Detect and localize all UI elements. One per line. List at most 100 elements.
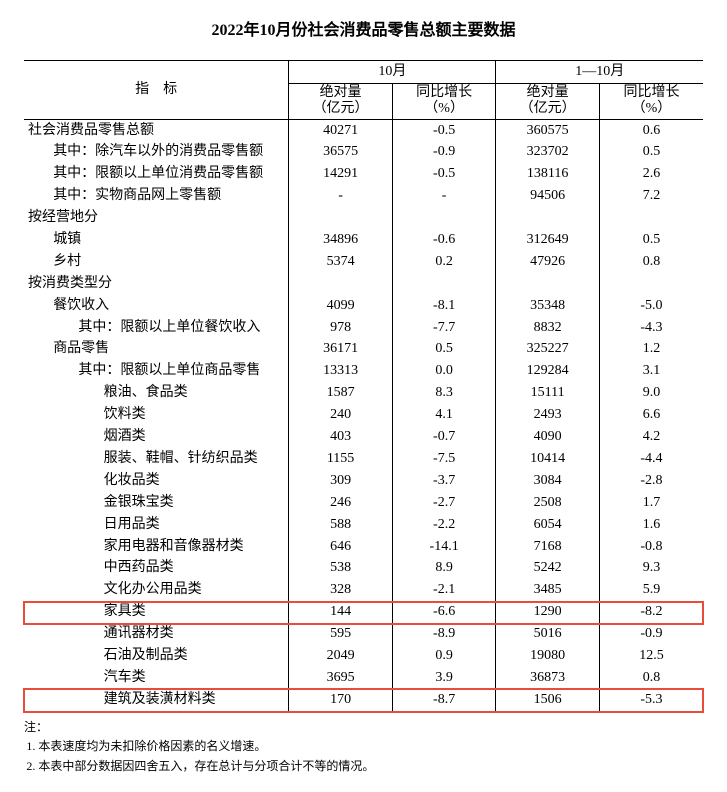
cell-value: 12.5 bbox=[599, 645, 703, 667]
cell-value: 4099 bbox=[289, 295, 393, 317]
cell-value: 3.1 bbox=[599, 361, 703, 383]
cell-indicator: 其中：限额以上单位消费品零售额 bbox=[24, 164, 289, 186]
cell-value bbox=[599, 273, 703, 295]
cell-value: 2049 bbox=[289, 645, 393, 667]
table-row: 饮料类2404.124936.6 bbox=[24, 405, 703, 427]
cell-value: - bbox=[289, 186, 393, 208]
cell-indicator: 石油及制品类 bbox=[24, 645, 289, 667]
col-ytd-yoy: 同比增长（%） bbox=[599, 83, 703, 119]
cell-value: 36171 bbox=[289, 339, 393, 361]
col-oct-abs: 绝对量（亿元） bbox=[289, 83, 393, 119]
table-row: 烟酒类403-0.740904.2 bbox=[24, 427, 703, 449]
table-row: 通讯器材类595-8.95016-0.9 bbox=[24, 624, 703, 646]
col-group-oct: 10月 bbox=[289, 61, 496, 84]
cell-value: -8.7 bbox=[392, 689, 496, 711]
cell-value: 13313 bbox=[289, 361, 393, 383]
cell-value: 1506 bbox=[496, 689, 600, 711]
cell-value: -0.8 bbox=[599, 536, 703, 558]
cell-value: 8.3 bbox=[392, 383, 496, 405]
table-row: 其中：实物商品网上零售额--945067.2 bbox=[24, 186, 703, 208]
footnote-heading: 注： bbox=[24, 720, 48, 734]
cell-value: 309 bbox=[289, 470, 393, 492]
table-body: 社会消费品零售总额40271-0.53605750.6其中：除汽车以外的消费品零… bbox=[24, 120, 703, 712]
cell-indicator: 家用电器和音像器材类 bbox=[24, 536, 289, 558]
cell-indicator: 社会消费品零售总额 bbox=[24, 120, 289, 142]
cell-value: 978 bbox=[289, 317, 393, 339]
table-row: 其中：限额以上单位商品零售133130.01292843.1 bbox=[24, 361, 703, 383]
cell-value: 34896 bbox=[289, 230, 393, 252]
cell-value: -8.9 bbox=[392, 624, 496, 646]
table-row: 粮油、食品类15878.3151119.0 bbox=[24, 383, 703, 405]
cell-indicator: 汽车类 bbox=[24, 667, 289, 689]
col-oct-yoy: 同比增长（%） bbox=[392, 83, 496, 119]
table-row: 其中：除汽车以外的消费品零售额36575-0.93237020.5 bbox=[24, 142, 703, 164]
cell-value: -14.1 bbox=[392, 536, 496, 558]
table-row: 商品零售361710.53252271.2 bbox=[24, 339, 703, 361]
cell-value: 0.9 bbox=[392, 645, 496, 667]
cell-value: -0.5 bbox=[392, 120, 496, 142]
cell-value: -0.5 bbox=[392, 164, 496, 186]
cell-value: 1.6 bbox=[599, 514, 703, 536]
page-title: 2022年10月份社会消费品零售总额主要数据 bbox=[24, 16, 703, 40]
cell-value: -0.9 bbox=[392, 142, 496, 164]
cell-value: 8.9 bbox=[392, 558, 496, 580]
cell-value: 40271 bbox=[289, 120, 393, 142]
cell-value: - bbox=[392, 186, 496, 208]
cell-indicator: 按消费类型分 bbox=[24, 273, 289, 295]
cell-value: 0.5 bbox=[599, 230, 703, 252]
cell-value: 325227 bbox=[496, 339, 600, 361]
cell-value: 129284 bbox=[496, 361, 600, 383]
table-row: 日用品类588-2.260541.6 bbox=[24, 514, 703, 536]
cell-value: 8832 bbox=[496, 317, 600, 339]
col-group-ytd: 1—10月 bbox=[496, 61, 703, 84]
col-ytd-abs: 绝对量（亿元） bbox=[496, 83, 600, 119]
cell-value: -7.7 bbox=[392, 317, 496, 339]
cell-value: 2.6 bbox=[599, 164, 703, 186]
cell-value bbox=[496, 208, 600, 230]
cell-value bbox=[599, 208, 703, 230]
cell-indicator: 建筑及装潢材料类 bbox=[24, 689, 289, 711]
cell-value: 595 bbox=[289, 624, 393, 646]
cell-value bbox=[392, 273, 496, 295]
cell-value: 588 bbox=[289, 514, 393, 536]
data-table: 指 标 10月 1—10月 绝对量（亿元） 同比增长（%） 绝对量（亿元） 同比… bbox=[24, 60, 703, 712]
cell-value: 403 bbox=[289, 427, 393, 449]
cell-value: 312649 bbox=[496, 230, 600, 252]
cell-value: 5.9 bbox=[599, 580, 703, 602]
cell-indicator: 其中：实物商品网上零售额 bbox=[24, 186, 289, 208]
cell-value: 0.0 bbox=[392, 361, 496, 383]
cell-value: -8.1 bbox=[392, 295, 496, 317]
table-row: 其中：限额以上单位餐饮收入978-7.78832-4.3 bbox=[24, 317, 703, 339]
cell-value: 4.2 bbox=[599, 427, 703, 449]
cell-value: -0.7 bbox=[392, 427, 496, 449]
cell-value: 10414 bbox=[496, 448, 600, 470]
cell-value: 1.2 bbox=[599, 339, 703, 361]
footnote-item: 本表速度均为未扣除价格因素的名义增速。 bbox=[38, 737, 703, 756]
cell-indicator: 城镇 bbox=[24, 230, 289, 252]
cell-value: 0.8 bbox=[599, 251, 703, 273]
cell-value bbox=[289, 208, 393, 230]
cell-value: -6.6 bbox=[392, 602, 496, 624]
cell-value: 14291 bbox=[289, 164, 393, 186]
cell-value: 4.1 bbox=[392, 405, 496, 427]
cell-value: 1587 bbox=[289, 383, 393, 405]
cell-indicator: 商品零售 bbox=[24, 339, 289, 361]
cell-value: 3695 bbox=[289, 667, 393, 689]
table-row: 石油及制品类20490.91908012.5 bbox=[24, 645, 703, 667]
cell-value bbox=[289, 273, 393, 295]
cell-value: 1290 bbox=[496, 602, 600, 624]
cell-value: 7168 bbox=[496, 536, 600, 558]
cell-value: 0.5 bbox=[599, 142, 703, 164]
cell-value: 138116 bbox=[496, 164, 600, 186]
table-row: 社会消费品零售总额40271-0.53605750.6 bbox=[24, 120, 703, 142]
cell-value: -4.4 bbox=[599, 448, 703, 470]
cell-value: 36873 bbox=[496, 667, 600, 689]
cell-value: 4090 bbox=[496, 427, 600, 449]
col-indicator: 指 标 bbox=[24, 61, 289, 120]
cell-indicator: 服装、鞋帽、针纺织品类 bbox=[24, 448, 289, 470]
table-row: 化妆品类309-3.73084-2.8 bbox=[24, 470, 703, 492]
cell-indicator: 饮料类 bbox=[24, 405, 289, 427]
table-row: 汽车类36953.9368730.8 bbox=[24, 667, 703, 689]
cell-value: -3.7 bbox=[392, 470, 496, 492]
cell-value bbox=[496, 273, 600, 295]
